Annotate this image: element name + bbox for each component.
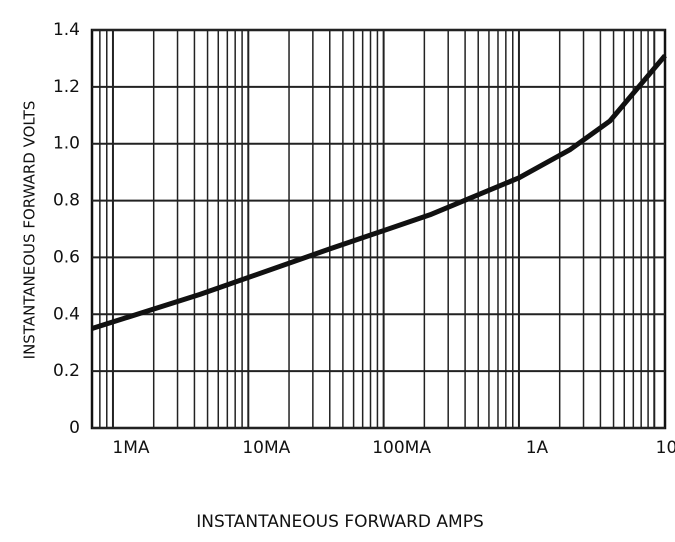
y-tick-label: 1.0 [53, 134, 80, 154]
x-tick-label: 10MA [242, 438, 290, 458]
data-line [91, 53, 667, 331]
y-tick-label: 1.4 [53, 20, 80, 40]
x-axis-label: INSTANTANEOUS FORWARD AMPS [196, 512, 484, 532]
y-tick-label: 1.2 [53, 77, 80, 97]
x-tick-label: 1MA [112, 438, 149, 458]
x-tick-label: 10A [656, 438, 675, 458]
y-tick-label: 0.4 [53, 304, 80, 324]
y-tick-label: 0 [69, 418, 80, 438]
y-axis-label: INSTANTANEOUS FORWARD VOLTS [21, 101, 39, 360]
y-tick-label: 0.8 [53, 191, 80, 211]
y-tick-label: 0.2 [53, 361, 80, 381]
y-tick-label: 0.6 [53, 247, 80, 267]
x-tick-label: 100MA [372, 438, 431, 458]
x-tick-label: 1A [526, 438, 549, 458]
